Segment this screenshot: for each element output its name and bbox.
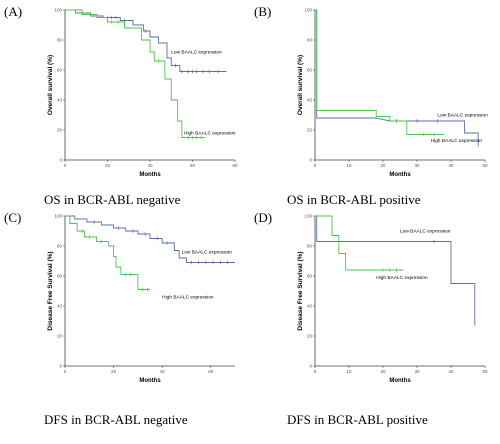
curve-annotation: Low BAALC expression bbox=[171, 50, 222, 56]
x-tick-label: 0 bbox=[64, 163, 67, 168]
x-tick-label: 10 bbox=[346, 163, 352, 168]
x-tick-label: 20 bbox=[380, 163, 386, 168]
y-tick-label: 20 bbox=[57, 334, 63, 339]
survival-curve-high bbox=[315, 9, 445, 135]
survival-curve-high bbox=[65, 215, 150, 290]
y-tick-label: 100 bbox=[54, 214, 62, 219]
y-tick-label: 60 bbox=[307, 274, 313, 279]
x-tick-label: 50 bbox=[482, 369, 488, 374]
panel-label-c: (C) bbox=[4, 210, 22, 225]
y-tick-label: 0 bbox=[59, 364, 62, 369]
x-tick-label: 30 bbox=[414, 163, 420, 168]
y-tick-label: 60 bbox=[57, 68, 63, 73]
x-tick-label: 0 bbox=[64, 369, 67, 374]
chart-dfs-negative: 0 20 40 60 0 20 40 60 80 100 Months Disease Free Su… bbox=[47, 214, 235, 384]
y-tick-label: 80 bbox=[307, 38, 313, 43]
survival-curve-low bbox=[65, 215, 235, 263]
x-axis-title: Months bbox=[139, 378, 161, 384]
x-tick-label: 20 bbox=[111, 369, 117, 374]
curve-annotation: Low BAALC expression bbox=[400, 229, 451, 235]
curve-annotation: Low BAALC expression bbox=[182, 250, 233, 256]
y-tick-label: 40 bbox=[57, 98, 63, 103]
y-tick-label: 100 bbox=[304, 214, 312, 219]
caption-os-negative: OS in BCR-ABL negative bbox=[44, 192, 181, 207]
y-tick-label: 20 bbox=[57, 128, 63, 133]
survival-curve-low bbox=[315, 9, 479, 147]
y-tick-label: 40 bbox=[307, 304, 313, 309]
y-tick-label: 20 bbox=[307, 128, 313, 133]
survival-curve-low bbox=[315, 215, 476, 326]
x-tick-label: 0 bbox=[314, 163, 317, 168]
x-tick-label: 60 bbox=[208, 369, 214, 374]
x-tick-label: 80 bbox=[232, 163, 238, 168]
panel-label-d: (D) bbox=[254, 210, 273, 225]
y-tick-label: 60 bbox=[307, 68, 313, 73]
y-axis-title: Overall survival (%) bbox=[297, 55, 304, 115]
x-tick-label: 60 bbox=[190, 163, 196, 168]
y-tick-label: 80 bbox=[307, 244, 313, 249]
chart-os-negative: 0 20 40 60 80 0 20 40 60 80 100 Months Overall survi… bbox=[47, 8, 238, 178]
y-axis-title: Disease Free Survival (%) bbox=[297, 251, 304, 330]
caption-dfs-positive: DFS in BCR-ABL positive bbox=[287, 412, 428, 427]
y-tick-label: 0 bbox=[309, 364, 312, 369]
y-tick-label: 80 bbox=[57, 38, 63, 43]
x-axis-title: Months bbox=[139, 172, 161, 178]
x-tick-label: 0 bbox=[314, 369, 317, 374]
panel-label-b: (B) bbox=[254, 4, 272, 19]
x-axis-title: Months bbox=[389, 378, 411, 384]
y-tick-label: 40 bbox=[57, 304, 63, 309]
y-tick-label: 20 bbox=[307, 334, 313, 339]
x-axis-title: Months bbox=[389, 172, 411, 178]
x-tick-label: 10 bbox=[346, 369, 352, 374]
survival-curve-low bbox=[65, 9, 227, 72]
x-tick-label: 20 bbox=[105, 163, 111, 168]
curve-annotation: High BAALC expression bbox=[162, 295, 214, 301]
y-axis-title: Overall survival (%) bbox=[47, 55, 54, 115]
curve-annotation: High BAALC expression bbox=[376, 275, 428, 281]
chart-os-positive: 0 10 20 30 40 50 0 20 40 60 80 100 Months Overall sur… bbox=[297, 8, 488, 178]
y-tick-label: 0 bbox=[59, 158, 62, 163]
caption-os-positive: OS in BCR-ABL positive bbox=[287, 192, 421, 207]
y-axis-title: Disease Free Survival (%) bbox=[47, 251, 54, 330]
x-tick-label: 30 bbox=[414, 369, 420, 374]
x-tick-label: 40 bbox=[147, 163, 153, 168]
y-tick-label: 0 bbox=[309, 158, 312, 163]
x-tick-label: 40 bbox=[160, 369, 166, 374]
y-tick-label: 100 bbox=[304, 8, 312, 13]
x-tick-label: 40 bbox=[448, 369, 454, 374]
curve-annotation: High BAALC expression bbox=[431, 138, 483, 144]
curve-annotation: High BAALC expression bbox=[184, 131, 236, 137]
y-tick-label: 40 bbox=[307, 98, 313, 103]
survival-curve-high bbox=[315, 215, 404, 271]
survival-curve-high bbox=[65, 9, 206, 138]
x-tick-label: 20 bbox=[380, 369, 386, 374]
chart-dfs-positive: 0 10 20 30 40 50 0 20 40 60 80 100 Months Disease Fre… bbox=[297, 214, 488, 384]
x-tick-label: 50 bbox=[482, 163, 488, 168]
x-tick-label: 40 bbox=[448, 163, 454, 168]
y-tick-label: 100 bbox=[54, 8, 62, 13]
y-tick-label: 80 bbox=[57, 244, 63, 249]
curve-annotation: Low BAALC expression bbox=[437, 113, 488, 119]
caption-dfs-negative: DFS in BCR-ABL negative bbox=[44, 412, 188, 427]
y-tick-label: 60 bbox=[57, 274, 63, 279]
panel-label-a: (A) bbox=[4, 4, 23, 19]
